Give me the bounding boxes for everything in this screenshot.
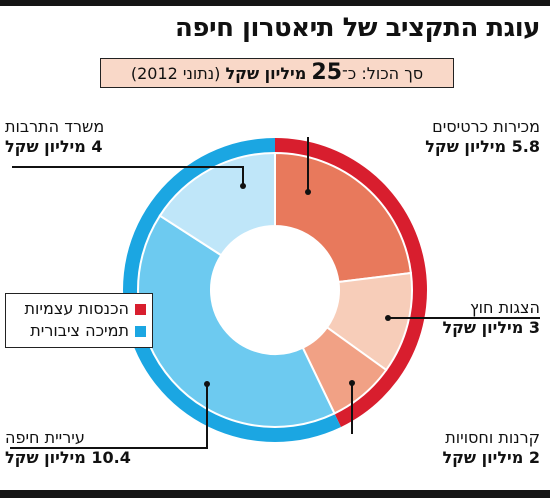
legend-swatch-public-support	[135, 325, 146, 337]
legend-label-own-income: הכנסות עצמיות	[24, 299, 130, 318]
legend-swatch-own-income	[135, 303, 146, 315]
chart-title: עוגת התקציב של תיאטרון חיפה	[174, 13, 541, 43]
total-prefix: סך הכול: כ־	[342, 64, 424, 83]
group-ring-arc-0	[275, 138, 427, 427]
leader-dot-funds	[349, 380, 355, 386]
label-municipality-value: 10.4 מיליון שקל	[5, 448, 131, 467]
label-outside-shows-value: 3 מיליון שקל	[442, 318, 540, 337]
total-value: 25	[311, 60, 343, 85]
leader-dot-ministry	[240, 183, 246, 189]
legend-label-public-support: תמיכה ציבורית	[30, 321, 129, 340]
label-outside-shows-name: הצגות חוץ	[470, 298, 540, 317]
label-outside-shows: הצגות חוץ 3 מיליון שקל	[442, 298, 540, 338]
label-ticket-sales-name: מכירות כרטיסים	[432, 117, 540, 136]
leader-dot-outside-shows	[385, 315, 391, 321]
label-funds: קרנות וחסויות 2 מיליון שקל	[442, 428, 540, 468]
total-suffix: (נתוני 2012)	[130, 64, 221, 83]
legend-item-own-income: הכנסות עצמיות	[12, 298, 146, 320]
leader-dot-municipality	[204, 381, 210, 387]
leader-dot-ticket-sales	[305, 189, 311, 195]
pie-slice-4	[158, 151, 276, 257]
leader-lines	[10, 137, 540, 449]
pie-slice-3	[137, 214, 336, 428]
label-ministry: משרד התרבות 4 מיליון שקל	[5, 117, 104, 157]
total-unit: מיליון שקל	[225, 64, 307, 83]
label-ticket-sales-value: 5.8 מיליון שקל	[425, 137, 540, 156]
legend: הכנסות עצמיות תמיכה ציבורית	[5, 293, 153, 348]
total-box: סך הכול: כ־25 מיליון שקל (נתוני 2012)	[100, 58, 454, 88]
leader-ministry	[12, 166, 244, 186]
label-ministry-name: משרד התרבות	[5, 117, 105, 136]
label-municipality: עיריית חיפה 10.4 מיליון שקל	[5, 428, 131, 468]
label-municipality-name: עיריית חיפה	[5, 428, 85, 447]
label-ticket-sales: מכירות כרטיסים 5.8 מיליון שקל	[425, 117, 540, 157]
bottom-rule	[0, 490, 550, 498]
label-funds-value: 2 מיליון שקל	[442, 448, 540, 467]
outer-group-ring	[123, 138, 427, 442]
label-ministry-value: 4 מיליון שקל	[5, 137, 103, 156]
legend-item-public-support: תמיכה ציבורית	[12, 320, 146, 342]
leader-municipality	[10, 384, 208, 449]
pie-slice-0	[274, 151, 413, 284]
label-funds-name: קרנות וחסויות	[445, 428, 540, 447]
top-rule	[0, 0, 550, 6]
pie-slices	[137, 151, 413, 428]
